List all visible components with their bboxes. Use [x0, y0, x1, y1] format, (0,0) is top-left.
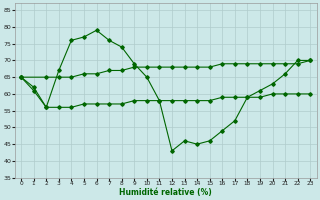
X-axis label: Humidité relative (%): Humidité relative (%): [119, 188, 212, 197]
